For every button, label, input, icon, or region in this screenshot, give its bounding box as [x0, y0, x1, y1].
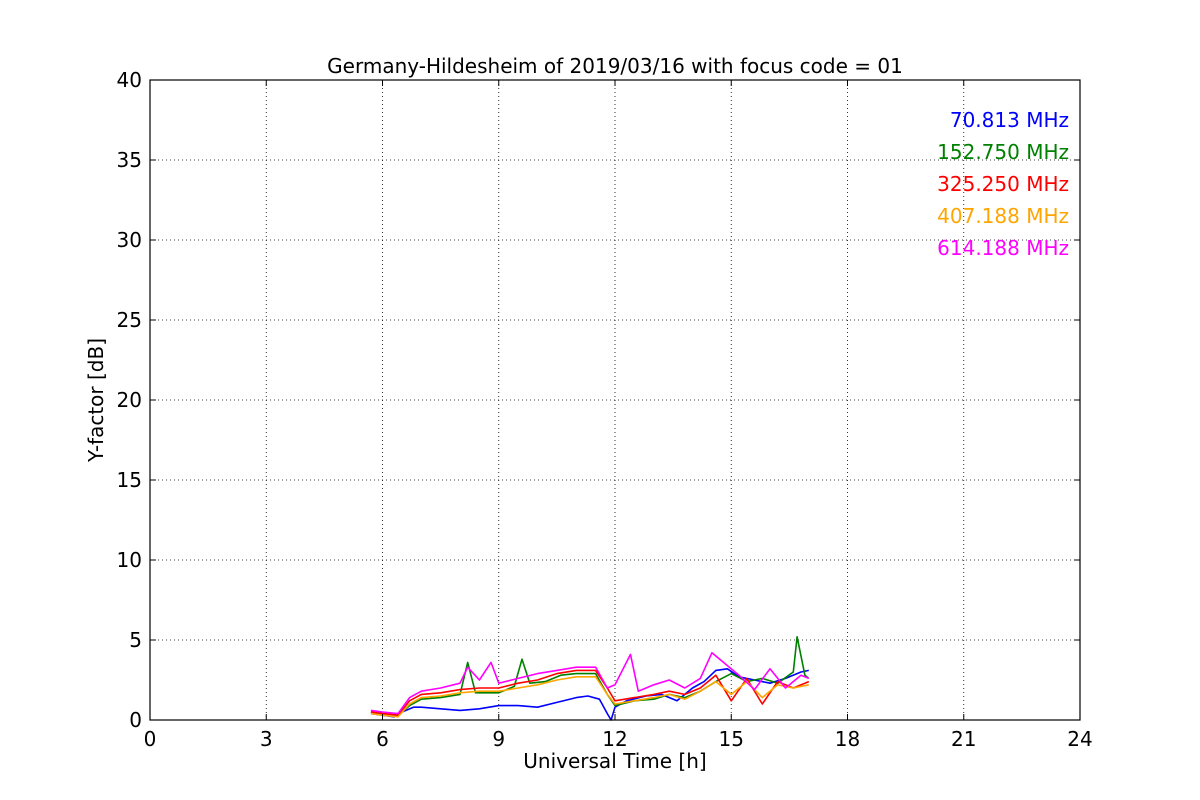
y-tick-label: 15	[117, 468, 142, 492]
y-axis-label: Y-factor [dB]	[84, 338, 108, 463]
x-tick-label: 21	[951, 727, 976, 751]
grid	[150, 80, 1080, 720]
x-tick-label: 24	[1067, 727, 1092, 751]
legend-entry: 325.250 MHz	[937, 172, 1069, 196]
x-axis-label: Universal Time [h]	[523, 749, 706, 773]
legend-entry: 407.188 MHz	[937, 204, 1069, 228]
x-tick-label: 18	[835, 727, 860, 751]
legend-entry: 70.813 MHz	[950, 108, 1069, 132]
chart-title: Germany-Hildesheim of 2019/03/16 with fo…	[327, 54, 903, 78]
y-tick-label: 10	[117, 548, 142, 572]
legend-entry: 152.750 MHz	[937, 140, 1069, 164]
x-tick-label: 9	[492, 727, 505, 751]
series-line	[370, 676, 809, 718]
x-tick-label: 6	[376, 727, 389, 751]
legend: 70.813 MHz 152.750 MHz 325.250 MHz 407.188 …	[937, 108, 1069, 260]
x-tick-label: 3	[260, 727, 273, 751]
series-line	[370, 636, 810, 716]
x-tick-label: 15	[719, 727, 744, 751]
y-tick-label: 5	[129, 628, 142, 652]
y-tick-label: 0	[129, 708, 142, 732]
series-line	[370, 652, 810, 715]
y-tick-label: 40	[117, 68, 142, 92]
series-line	[370, 668, 809, 721]
y-tick-label: 25	[117, 308, 142, 332]
ticks: 0 3 6 9 12 15 18 21 24 0 5 10 15 20 25 30 35 40	[117, 68, 1093, 751]
x-tick-label: 0	[144, 727, 157, 751]
y-tick-label: 30	[117, 228, 142, 252]
series-layer	[370, 636, 810, 721]
y-tick-label: 20	[117, 388, 142, 412]
x-tick-label: 12	[602, 727, 627, 751]
legend-entry: 614.188 MHz	[937, 236, 1069, 260]
y-tick-label: 35	[117, 148, 142, 172]
